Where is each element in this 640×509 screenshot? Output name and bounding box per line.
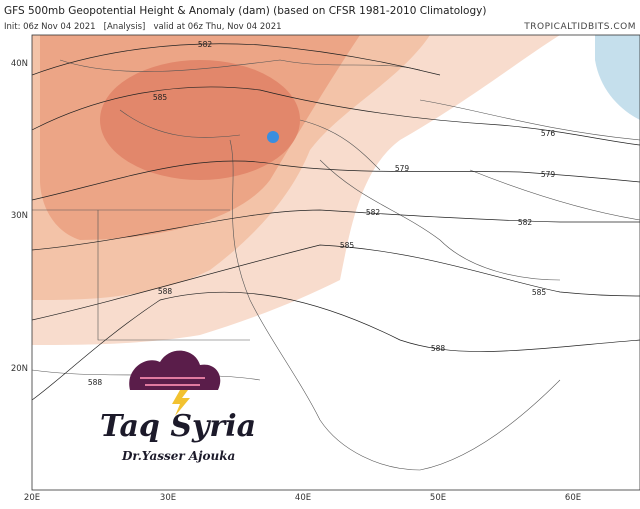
contour-label: 588 (431, 344, 446, 353)
anomaly-4 (100, 60, 300, 180)
contour-label: 585 (153, 93, 168, 102)
location-dot (267, 131, 279, 143)
map-area: 582 585 576 579 579 582 582 585 585 588 … (32, 35, 640, 490)
contour (32, 291, 640, 401)
contour-label: 579 (541, 170, 556, 179)
site-label: TROPICALTIDBITS.COM (523, 22, 636, 32)
logo-bolt (172, 390, 190, 416)
lat-label: 30N (11, 211, 28, 221)
contour (32, 86, 640, 146)
logo: Taq Syria Dr.Yasser Ajouka (100, 350, 256, 463)
contour-label: 582 (366, 208, 381, 217)
init-line: Init: 06z Nov 04 2021 [Analysis] valid a… (4, 22, 282, 32)
lat-label: 20N (11, 364, 28, 374)
logo-cloud (129, 350, 221, 390)
contour (32, 244, 640, 321)
anomaly-neg (595, 35, 640, 120)
lon-label: 20E (24, 493, 40, 503)
contour-label: 588 (88, 378, 103, 387)
contour (32, 43, 441, 76)
contour (32, 209, 640, 251)
lon-label: 60E (565, 493, 581, 503)
map-frame (31, 34, 640, 491)
lon-label: 30E (160, 493, 176, 503)
lon-label: 40E (295, 493, 311, 503)
contour (32, 160, 640, 201)
map-title: GFS 500mb Geopotential Height & Anomaly … (4, 5, 486, 17)
contour-label: 582 (198, 40, 213, 49)
logo-author: Dr.Yasser Ajouka (121, 449, 235, 463)
logo-stripes (140, 377, 205, 386)
lon-label: 50E (430, 493, 446, 503)
contour-label: 588 (158, 287, 173, 296)
contour-label: 585 (532, 288, 547, 297)
contour-label: 585 (340, 241, 355, 250)
logo-name: Taq Syria (100, 409, 256, 444)
contour-label: 579 (395, 164, 410, 173)
contour-label: 582 (518, 218, 533, 227)
borders (32, 59, 640, 471)
lat-label: 40N (11, 59, 28, 69)
contour-label: 576 (541, 129, 556, 138)
